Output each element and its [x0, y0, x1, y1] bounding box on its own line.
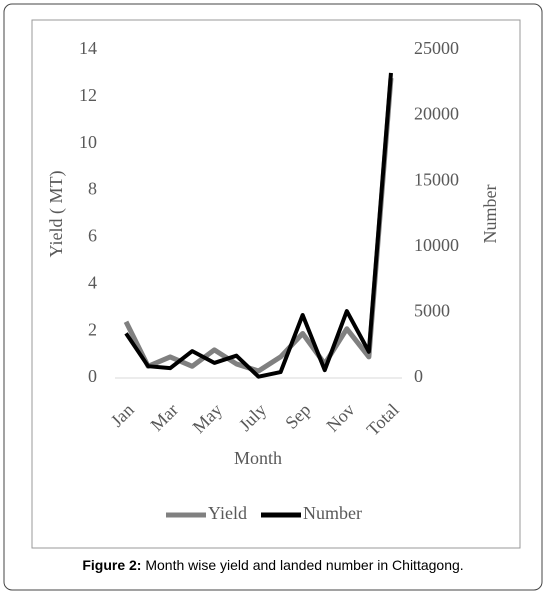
y2-tick-label: 10000 — [414, 235, 459, 255]
y2-tick-label: 15000 — [414, 169, 459, 189]
x-tick-label: Mar — [147, 400, 182, 435]
y-tick-label: 10 — [79, 132, 97, 152]
y-tick-label: 4 — [88, 272, 97, 292]
chart-frame — [31, 19, 521, 549]
y2-tick-label: 25000 — [414, 38, 459, 58]
y2-tick-label: 5000 — [414, 301, 450, 321]
x-tick-label: Sep — [281, 400, 314, 433]
y-tick-label: 8 — [88, 179, 97, 199]
x-tick-label: Jan — [107, 400, 138, 431]
y2-tick-label: 0 — [414, 366, 423, 386]
series-line — [123, 77, 394, 374]
x-axis-title: Month — [234, 448, 282, 468]
y-tick-label: 6 — [88, 226, 97, 246]
x-tick-label: July — [235, 400, 270, 435]
y2-axis-title: Number — [480, 185, 500, 244]
caption: Figure 2: Month wise yield and landed nu… — [82, 557, 463, 573]
y-axis-title: Yield ( MT) — [46, 171, 67, 258]
y-tick-label: 0 — [88, 366, 97, 386]
x-tick-label: May — [189, 400, 226, 437]
caption-label: Figure 2: — [82, 557, 141, 573]
outer-frame — [3, 3, 543, 591]
y-tick-label: 14 — [79, 38, 97, 58]
x-tick-label: Nov — [322, 400, 358, 436]
y-tick-label: 2 — [88, 319, 97, 339]
series-line — [124, 72, 393, 379]
y2-tick-label: 20000 — [414, 104, 459, 124]
caption-text: Month wise yield and landed number in Ch… — [145, 557, 463, 573]
x-tick-label: Total — [363, 400, 403, 440]
legend-label: Yield — [208, 503, 247, 523]
legend-label: Number — [303, 503, 362, 523]
y-tick-label: 12 — [79, 85, 97, 105]
